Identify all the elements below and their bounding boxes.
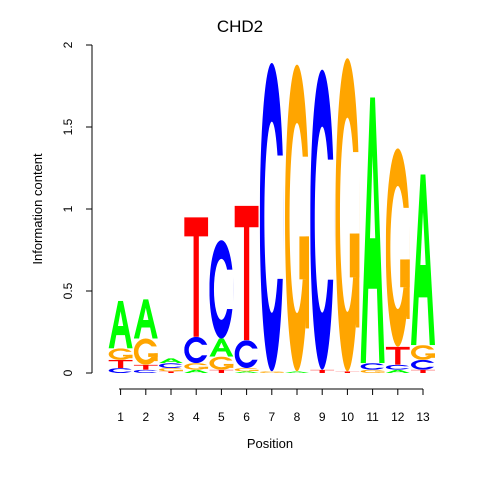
x-tick-label: 6 bbox=[243, 410, 250, 424]
logo-letter-c-pos-4 bbox=[184, 336, 209, 364]
logo-letter-g-pos-8 bbox=[285, 64, 310, 372]
logo-letter-t-pos-4 bbox=[184, 217, 209, 337]
logo-letter-t-pos-3 bbox=[159, 371, 184, 373]
logo-letter-c-pos-6 bbox=[234, 340, 259, 369]
logo-letter-g-pos-7 bbox=[260, 371, 284, 373]
logo-letter-g-pos-5 bbox=[209, 356, 234, 370]
logo-letter-a-pos-12 bbox=[385, 369, 410, 373]
logo-letter-t-pos-1 bbox=[108, 359, 133, 369]
x-tick-label: 2 bbox=[142, 410, 149, 424]
logo-letter-a-pos-1 bbox=[108, 300, 133, 349]
logo-letter-a-pos-13 bbox=[411, 174, 435, 346]
x-axis-label: Position bbox=[247, 436, 293, 451]
logo-letter-g-pos-10 bbox=[335, 58, 360, 372]
logo-letter-g-pos-13 bbox=[411, 345, 436, 360]
logo-letter-a-pos-5 bbox=[209, 338, 234, 357]
logo-letter-g-pos-2 bbox=[133, 338, 158, 365]
logo-letter-a-pos-6 bbox=[234, 371, 259, 373]
logo-letter-c-pos-7 bbox=[259, 63, 284, 372]
x-tick-label: 7 bbox=[268, 410, 275, 424]
logo-letter-a-pos-11 bbox=[360, 97, 385, 364]
logo-letter-g-pos-12 bbox=[385, 148, 410, 347]
x-tick-label: 1 bbox=[117, 410, 124, 424]
x-tick-label: 8 bbox=[294, 410, 301, 424]
logo-letter-t-pos-6 bbox=[234, 205, 259, 341]
logo-letter-c-pos-9 bbox=[310, 69, 335, 370]
y-tick-label: 1 bbox=[61, 205, 75, 212]
y-tick-label: 0.5 bbox=[61, 282, 75, 299]
logo-letter-c-pos-1 bbox=[108, 368, 133, 373]
logo-letter-t-pos-2 bbox=[133, 364, 158, 370]
x-axis: 1 2 3 4 5 6 7 8 9 10 11 12 13 bbox=[117, 388, 430, 424]
logo-letter-c-pos-5 bbox=[209, 240, 234, 339]
x-tick-label: 5 bbox=[218, 410, 225, 424]
logo-letter-c-pos-3 bbox=[159, 363, 184, 369]
logo-letter-c-pos-2 bbox=[133, 369, 158, 373]
logo-letter-c-pos-13 bbox=[411, 359, 436, 370]
logo-letter-t-pos-13 bbox=[411, 369, 435, 373]
logo-letter-t-pos-12 bbox=[385, 346, 410, 365]
logo-letter-t-pos-9 bbox=[310, 369, 335, 373]
y-tick-label: 2 bbox=[61, 41, 75, 48]
y-tick-label: 0 bbox=[61, 369, 75, 376]
x-tick-label: 10 bbox=[341, 410, 355, 424]
x-tick-label: 11 bbox=[366, 410, 379, 424]
logo-letter-a-pos-4 bbox=[184, 369, 209, 373]
x-tick-label: 13 bbox=[416, 410, 430, 424]
logo-letter-t-pos-10 bbox=[335, 371, 360, 373]
y-axis: 0 0.5 1 1.5 2 bbox=[61, 41, 93, 376]
y-tick-label: 1.5 bbox=[61, 118, 75, 135]
logo-letter-a-pos-3 bbox=[159, 358, 184, 364]
x-tick-label: 9 bbox=[319, 410, 326, 424]
logo-letter-t-pos-5 bbox=[209, 369, 234, 373]
logo-letter-g-pos-1 bbox=[108, 348, 133, 360]
logo-letters bbox=[108, 58, 436, 373]
x-tick-label: 4 bbox=[193, 410, 200, 424]
y-axis-label: Information content bbox=[30, 153, 45, 265]
x-tick-label: 3 bbox=[168, 410, 175, 424]
logo-letter-c-pos-11 bbox=[360, 363, 385, 370]
logo-letter-g-pos-4 bbox=[184, 363, 209, 370]
x-tick-label: 12 bbox=[391, 410, 405, 424]
logo-letter-g-pos-11 bbox=[360, 369, 385, 373]
logo-letter-g-pos-3 bbox=[159, 368, 184, 372]
logo-letter-a-pos-2 bbox=[133, 299, 158, 339]
chart-title: CHD2 bbox=[217, 17, 263, 36]
logo-letter-g-pos-6 bbox=[234, 368, 259, 372]
logo-letter-c-pos-12 bbox=[385, 364, 410, 370]
logo-letter-a-pos-8 bbox=[285, 371, 310, 373]
